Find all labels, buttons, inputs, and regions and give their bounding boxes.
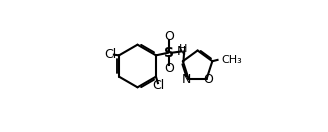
Text: O: O bbox=[164, 62, 174, 75]
Text: O: O bbox=[164, 30, 174, 43]
Text: O: O bbox=[204, 73, 214, 86]
Text: S: S bbox=[164, 46, 174, 60]
Text: Cl: Cl bbox=[153, 79, 165, 92]
Text: CH₃: CH₃ bbox=[221, 55, 242, 65]
Text: Cl: Cl bbox=[105, 48, 117, 61]
Text: H: H bbox=[179, 44, 187, 54]
Text: N: N bbox=[177, 45, 187, 58]
Text: N: N bbox=[182, 73, 191, 86]
